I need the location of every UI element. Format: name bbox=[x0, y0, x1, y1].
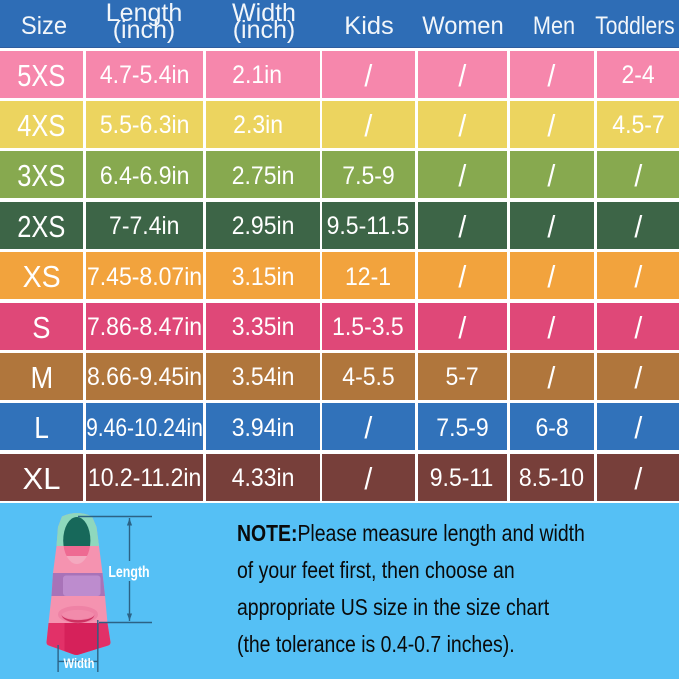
svg-text:Width: Width bbox=[64, 656, 95, 671]
svg-text:Length: Length bbox=[108, 563, 149, 581]
